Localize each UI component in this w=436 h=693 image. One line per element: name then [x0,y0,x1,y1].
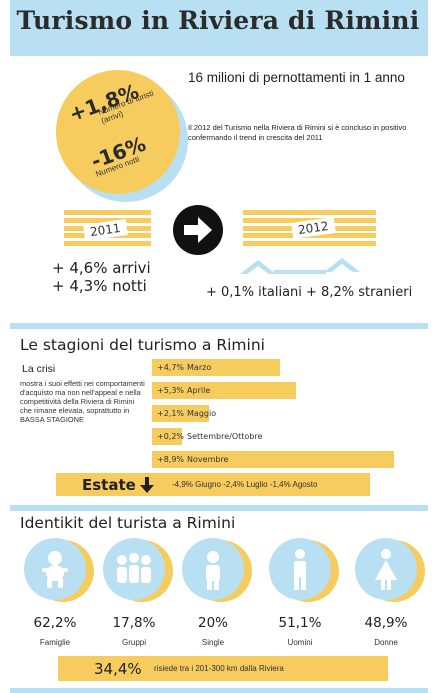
stat-famiglie-label: Famiglie [39,638,71,647]
section-divider [10,505,428,511]
woman-icon [355,538,417,600]
season-bar: +5,3% Aprile [152,382,296,399]
page-title: Turismo in Riviera di Rimini [16,6,420,35]
seasons-title: Le stagioni del turismo a Rimini [20,336,265,354]
chevron-inner [246,266,270,275]
stat-famiglie-pct: 62,2% [33,615,77,631]
identikit-title: Identikit del turista a Rimini [20,514,236,532]
season-bar: +4,7% Marzo [152,359,280,376]
stat-single-pct: 20% [197,615,228,631]
summer-label: Estate [82,476,136,494]
single-person-icon [182,538,244,600]
distance-bar [58,656,388,681]
season-bar-pct: +8,9% [157,455,185,464]
season-bar: +2,1% Maggio [152,405,216,422]
man-icon [269,538,331,600]
stats-badge [56,70,180,194]
season-bar: +0,2% Settembre/Ottobre [152,428,262,445]
season-bar: +8,9% Novembre [152,451,394,468]
summer-values: -4,9% Giugno -2,4% Luglio -1,4% Agosto [172,480,318,489]
distance-text: risiede tra i 201-300 km dalla Riviera [154,664,284,673]
season-bar-pct: +5,3% [157,386,185,395]
summer-bar [56,473,370,496]
intro-headline: 16 milioni di pernottamenti in 1 anno [188,70,405,85]
growth-arrivals: + 4,6% arrivi [52,259,151,277]
footer-divider [10,688,428,693]
season-bar-label: Maggio [187,409,217,418]
header-band [10,0,428,56]
crisis-heading: La crisi [22,363,56,375]
season-bar-pct: +4,7% [157,363,185,372]
season-bar-pct: +2,1% [157,409,185,418]
stat-single-label: Single [201,638,225,647]
season-bar-label: Marzo [187,363,212,372]
crisis-text: mostra i suoi effetti nei comportamenti … [20,379,145,424]
intro-paragraph: Il 2012 del Turismo nella Riviera di Rim… [188,123,407,142]
stat-donne-label: Donne [374,638,398,647]
season-bar-pct: +0,2% [157,432,185,441]
season-bar-label: Settembre/Ottobre [187,432,263,441]
season-bar-label: Aprile [187,386,211,395]
season-bar-label: Novembre [187,455,229,464]
baby-icon [24,538,86,600]
growth-origin: + 0,1% italiani + 8,2% stranieri [206,285,413,300]
stat-uomini-label: Uomini [287,638,313,647]
section-divider [10,323,428,329]
stat-uomini-pct: 51,1% [278,615,322,631]
stat-donne-pct: 48,9% [364,615,408,631]
stat-gruppi-pct: 17,8% [112,615,156,631]
chevron-inner [330,264,354,273]
chevron-line [274,270,326,274]
group-icon [103,538,165,600]
distance-pct: 34,4% [94,660,142,678]
arrow-down-icon [138,476,156,499]
growth-nights: + 4,3% notti [52,277,147,295]
stat-gruppi-label: Gruppi [121,638,146,647]
arrow-right-icon [173,205,223,255]
